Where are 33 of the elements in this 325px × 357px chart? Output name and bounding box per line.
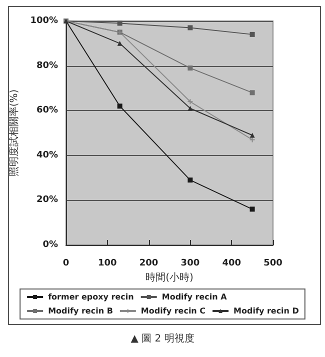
point: [250, 32, 255, 37]
point: [117, 104, 122, 109]
x-tick-label: 100: [98, 258, 117, 268]
point: [188, 106, 193, 111]
y-tick-label: 20%: [36, 195, 58, 206]
point: [188, 25, 193, 30]
y-axis-title: 照明度試相關率(%): [8, 89, 20, 177]
legend-label: Modify recin C: [140, 306, 206, 316]
text: ▲ 圖 2 明視度: [130, 332, 194, 344]
point: [250, 206, 255, 212]
y-tick-label: 80%: [36, 60, 58, 71]
legend-label: former epoxy recin: [48, 292, 134, 302]
y-tick-label: 60%: [36, 106, 58, 116]
y-tick-label: 100%: [30, 16, 58, 26]
x-axis-title: 時間(小時): [146, 272, 194, 284]
point: [188, 99, 193, 104]
x-tick-label: 400: [222, 258, 241, 268]
x-tick-label: 200: [139, 258, 158, 268]
legend-label: Modify recin B: [48, 306, 113, 316]
y-tick-label: 40%: [36, 150, 58, 160]
y-tick-label: 0%: [42, 240, 58, 250]
point: [250, 137, 255, 142]
x-tick-label: 500: [264, 258, 282, 268]
point: [250, 90, 255, 96]
x-tick-label: 300: [180, 258, 200, 268]
point: [117, 20, 122, 26]
point: [250, 132, 255, 138]
point: [188, 178, 193, 183]
legend-label: Modify recin A: [162, 292, 228, 302]
legend-label: Modify recin D: [234, 306, 300, 316]
point: [188, 66, 193, 71]
point: [117, 40, 122, 46]
x-tick-label: 0: [62, 258, 70, 268]
